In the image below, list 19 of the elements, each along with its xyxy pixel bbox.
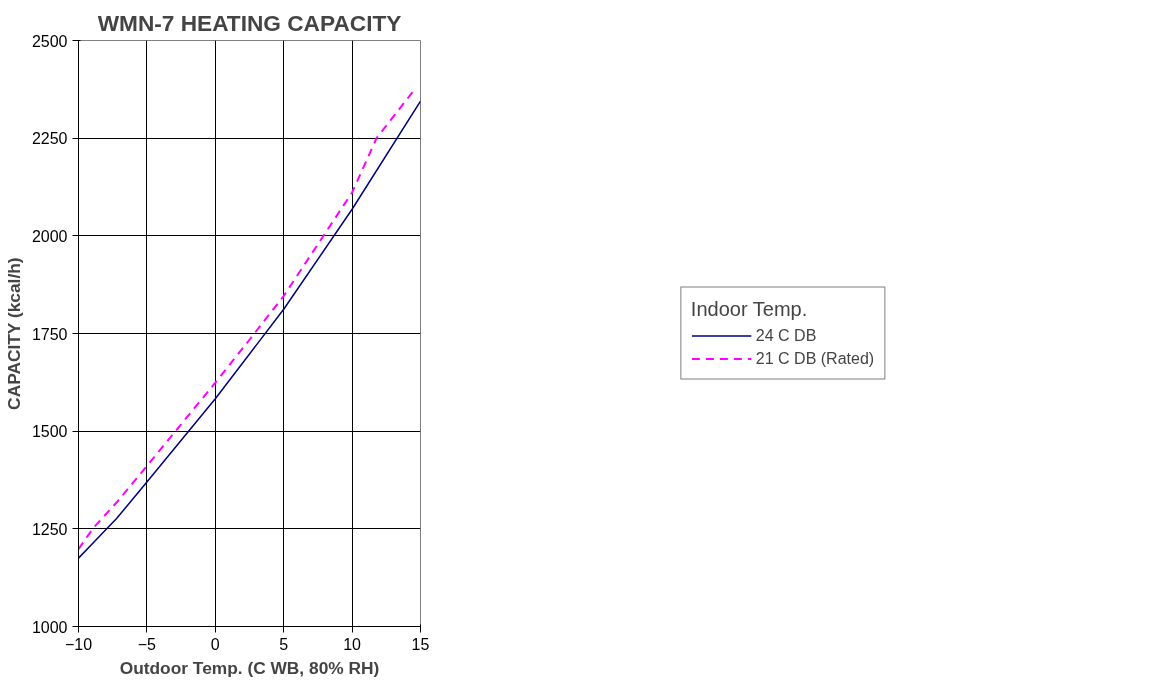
legend-label: 21 C DB (Rated)	[755, 349, 875, 368]
legend-title: Indoor Temp.	[690, 297, 809, 321]
x-tick-label: −10	[64, 635, 93, 653]
x-tick-label: 15	[411, 635, 430, 653]
x-tick-label: 10	[343, 635, 362, 653]
x-tick-label: 5	[279, 635, 289, 653]
y-tick-label: 1750	[31, 325, 68, 343]
legend-label: 24 C DB	[755, 326, 817, 345]
y-axis-title: CAPACITY (kcal/h)	[3, 257, 24, 410]
y-tick-label: 2250	[31, 130, 68, 148]
y-tick-label: 2500	[31, 32, 68, 50]
y-tick-label: 1000	[31, 618, 68, 636]
x-tick-label: 0	[210, 635, 220, 653]
x-axis-title: Outdoor Temp. (C WB, 80% RH)	[119, 657, 380, 678]
y-tick-label: 2000	[31, 227, 68, 245]
x-tick-label: −5	[137, 635, 157, 653]
y-tick-label: 1500	[31, 423, 68, 441]
chart-title: WMN-7 HEATING CAPACITY	[97, 9, 402, 36]
y-tick-label: 1250	[31, 520, 68, 538]
